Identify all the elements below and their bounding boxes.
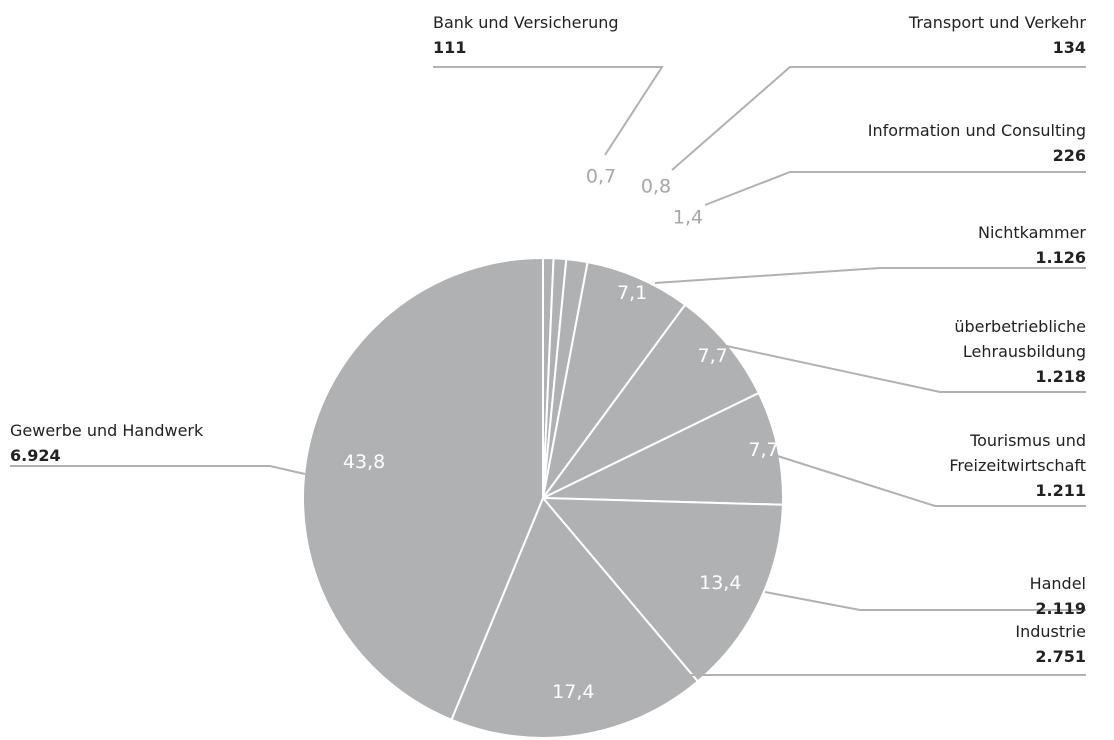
category-label: Information und Consulting 226 — [868, 118, 1086, 168]
pie-slice — [542, 261, 687, 499]
leader-line — [764, 451, 1086, 507]
percent-label: 1,4 — [673, 207, 703, 229]
category-label: Bank und Versicherung 111 — [433, 10, 619, 60]
category-name: Information und Consulting — [867, 121, 1086, 140]
count-label: 226 — [1052, 146, 1086, 165]
percent-label: 17,4 — [552, 681, 594, 703]
category-label: Handel 2.119 — [1030, 571, 1086, 621]
category-label: Transport und Verkehr 134 — [909, 10, 1086, 60]
percent-label: 7,7 — [698, 345, 728, 367]
leader-line — [654, 267, 1086, 284]
count-label: 2.751 — [1035, 647, 1086, 666]
pie-slice — [542, 303, 761, 499]
category-label: Nichtkammer 1.126 — [978, 220, 1086, 270]
category-name: Industrie — [1015, 622, 1086, 641]
category-label: Gewerbe und Handwerk 6.924 — [10, 418, 203, 468]
count-label: 6.924 — [10, 446, 61, 465]
leader-line — [433, 66, 664, 156]
leader-line — [671, 66, 1086, 171]
leader-line — [764, 591, 1086, 611]
category-label: Tourismus und Freizeitwirtschaft 1.211 — [949, 428, 1086, 503]
category-name: Bank und Versicherung — [433, 13, 619, 32]
percent-label: 43,8 — [343, 451, 385, 473]
percent-label: 13,4 — [699, 572, 741, 594]
category-name: Tourismus und Freizeitwirtschaft — [949, 431, 1086, 475]
leader-line — [721, 344, 1086, 393]
percent-label: 0,8 — [641, 176, 671, 198]
count-label: 1.126 — [1035, 248, 1086, 267]
percent-label: 7,7 — [748, 439, 778, 461]
pie-slice — [450, 496, 700, 739]
count-label: 2.119 — [1035, 599, 1086, 618]
category-name: Gewerbe und Handwerk — [10, 421, 204, 440]
category-name: Transport und Verkehr — [908, 13, 1086, 32]
count-label: 111 — [433, 38, 467, 57]
count-label: 1.218 — [1035, 367, 1086, 386]
leader-line — [704, 171, 1086, 206]
pie-slice — [542, 391, 784, 506]
count-label: 134 — [1052, 38, 1086, 57]
category-name: Handel — [1029, 574, 1086, 593]
category-name: Nichtkammer — [977, 223, 1086, 242]
pie-slice — [302, 256, 544, 722]
count-label: 1.211 — [1035, 481, 1086, 500]
percent-label: 0,7 — [586, 166, 616, 188]
category-label: überbetriebliche Lehrausbildung 1.218 — [954, 314, 1086, 389]
leader-line — [10, 465, 306, 475]
pie-slice — [540, 496, 784, 683]
percent-label: 7,1 — [617, 282, 647, 304]
category-label: Industrie 2.751 — [1015, 619, 1086, 669]
category-name: überbetriebliche Lehrausbildung — [954, 317, 1086, 361]
